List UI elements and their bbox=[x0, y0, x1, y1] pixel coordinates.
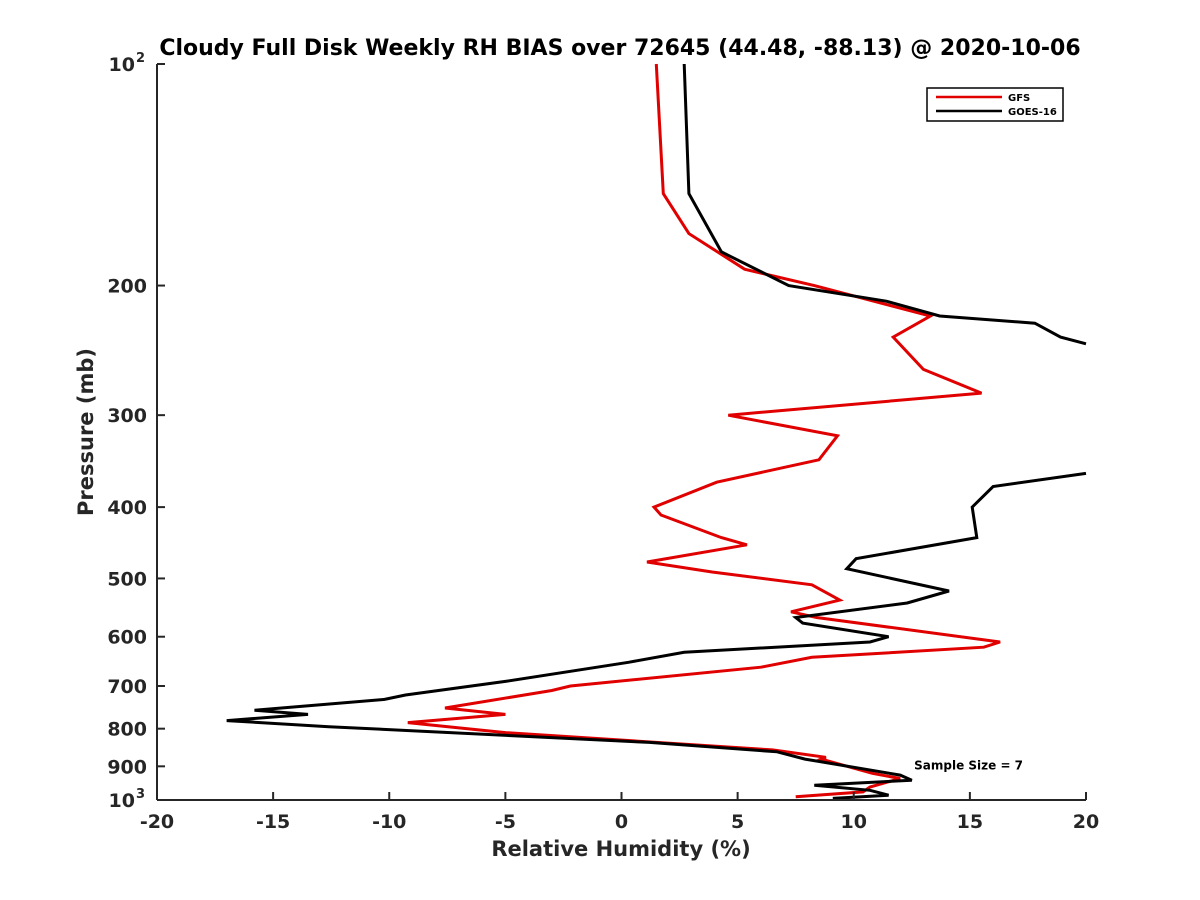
x-tick-label: 5 bbox=[731, 811, 744, 833]
legend-label-goes16: GOES-16 bbox=[1008, 107, 1057, 118]
series-layer bbox=[226, 63, 1087, 800]
y-tick-label: 700 bbox=[107, 676, 147, 698]
x-tick-label: 10 bbox=[841, 811, 867, 833]
x-axis-label: Relative Humidity (%) bbox=[491, 837, 750, 861]
y-tick-label: 10 bbox=[109, 790, 135, 812]
y-tick-label: 900 bbox=[107, 756, 147, 778]
series-line-goes16 bbox=[682, 63, 1087, 346]
y-axis-label: Pressure (mb) bbox=[74, 348, 98, 516]
legend-label-gfs: GFS bbox=[1008, 93, 1030, 104]
y-tick-label: 800 bbox=[107, 719, 147, 741]
y-tick-label: 600 bbox=[107, 627, 147, 649]
plot-background bbox=[157, 64, 1086, 799]
x-tick-label: 15 bbox=[957, 811, 983, 833]
x-tick-label: -10 bbox=[372, 811, 406, 833]
y-tick-label: 400 bbox=[107, 497, 147, 519]
plot-area bbox=[157, 64, 1086, 799]
y-tick-label: 500 bbox=[107, 568, 147, 590]
x-tick-label: -20 bbox=[140, 811, 174, 833]
x-tick-label: -15 bbox=[256, 811, 290, 833]
annotations: Sample Size = 7 bbox=[914, 758, 1023, 772]
y-tick-exponent: 3 bbox=[136, 787, 145, 802]
legend-box bbox=[926, 87, 1064, 122]
y-tick-label: 300 bbox=[107, 405, 147, 427]
chart-title: Cloudy Full Disk Weekly RH BIAS over 726… bbox=[159, 36, 1080, 61]
series-line-gfs bbox=[407, 63, 1001, 799]
legend: GFS GOES-16 bbox=[926, 87, 1064, 122]
x-tick-label: -5 bbox=[495, 811, 516, 833]
x-tick-label: 20 bbox=[1073, 811, 1099, 833]
y-tick-exponent: 2 bbox=[136, 51, 145, 66]
y-tick-label: 200 bbox=[107, 276, 147, 298]
x-tick-label: 0 bbox=[615, 811, 628, 833]
x-ticks: -20 -15 -10 -5 0 5 10 15 20 bbox=[140, 792, 1099, 833]
sample-size-annotation: Sample Size = 7 bbox=[914, 758, 1023, 772]
y-tick-label: 10 bbox=[109, 54, 135, 76]
series-line-goes16 bbox=[226, 471, 1087, 800]
